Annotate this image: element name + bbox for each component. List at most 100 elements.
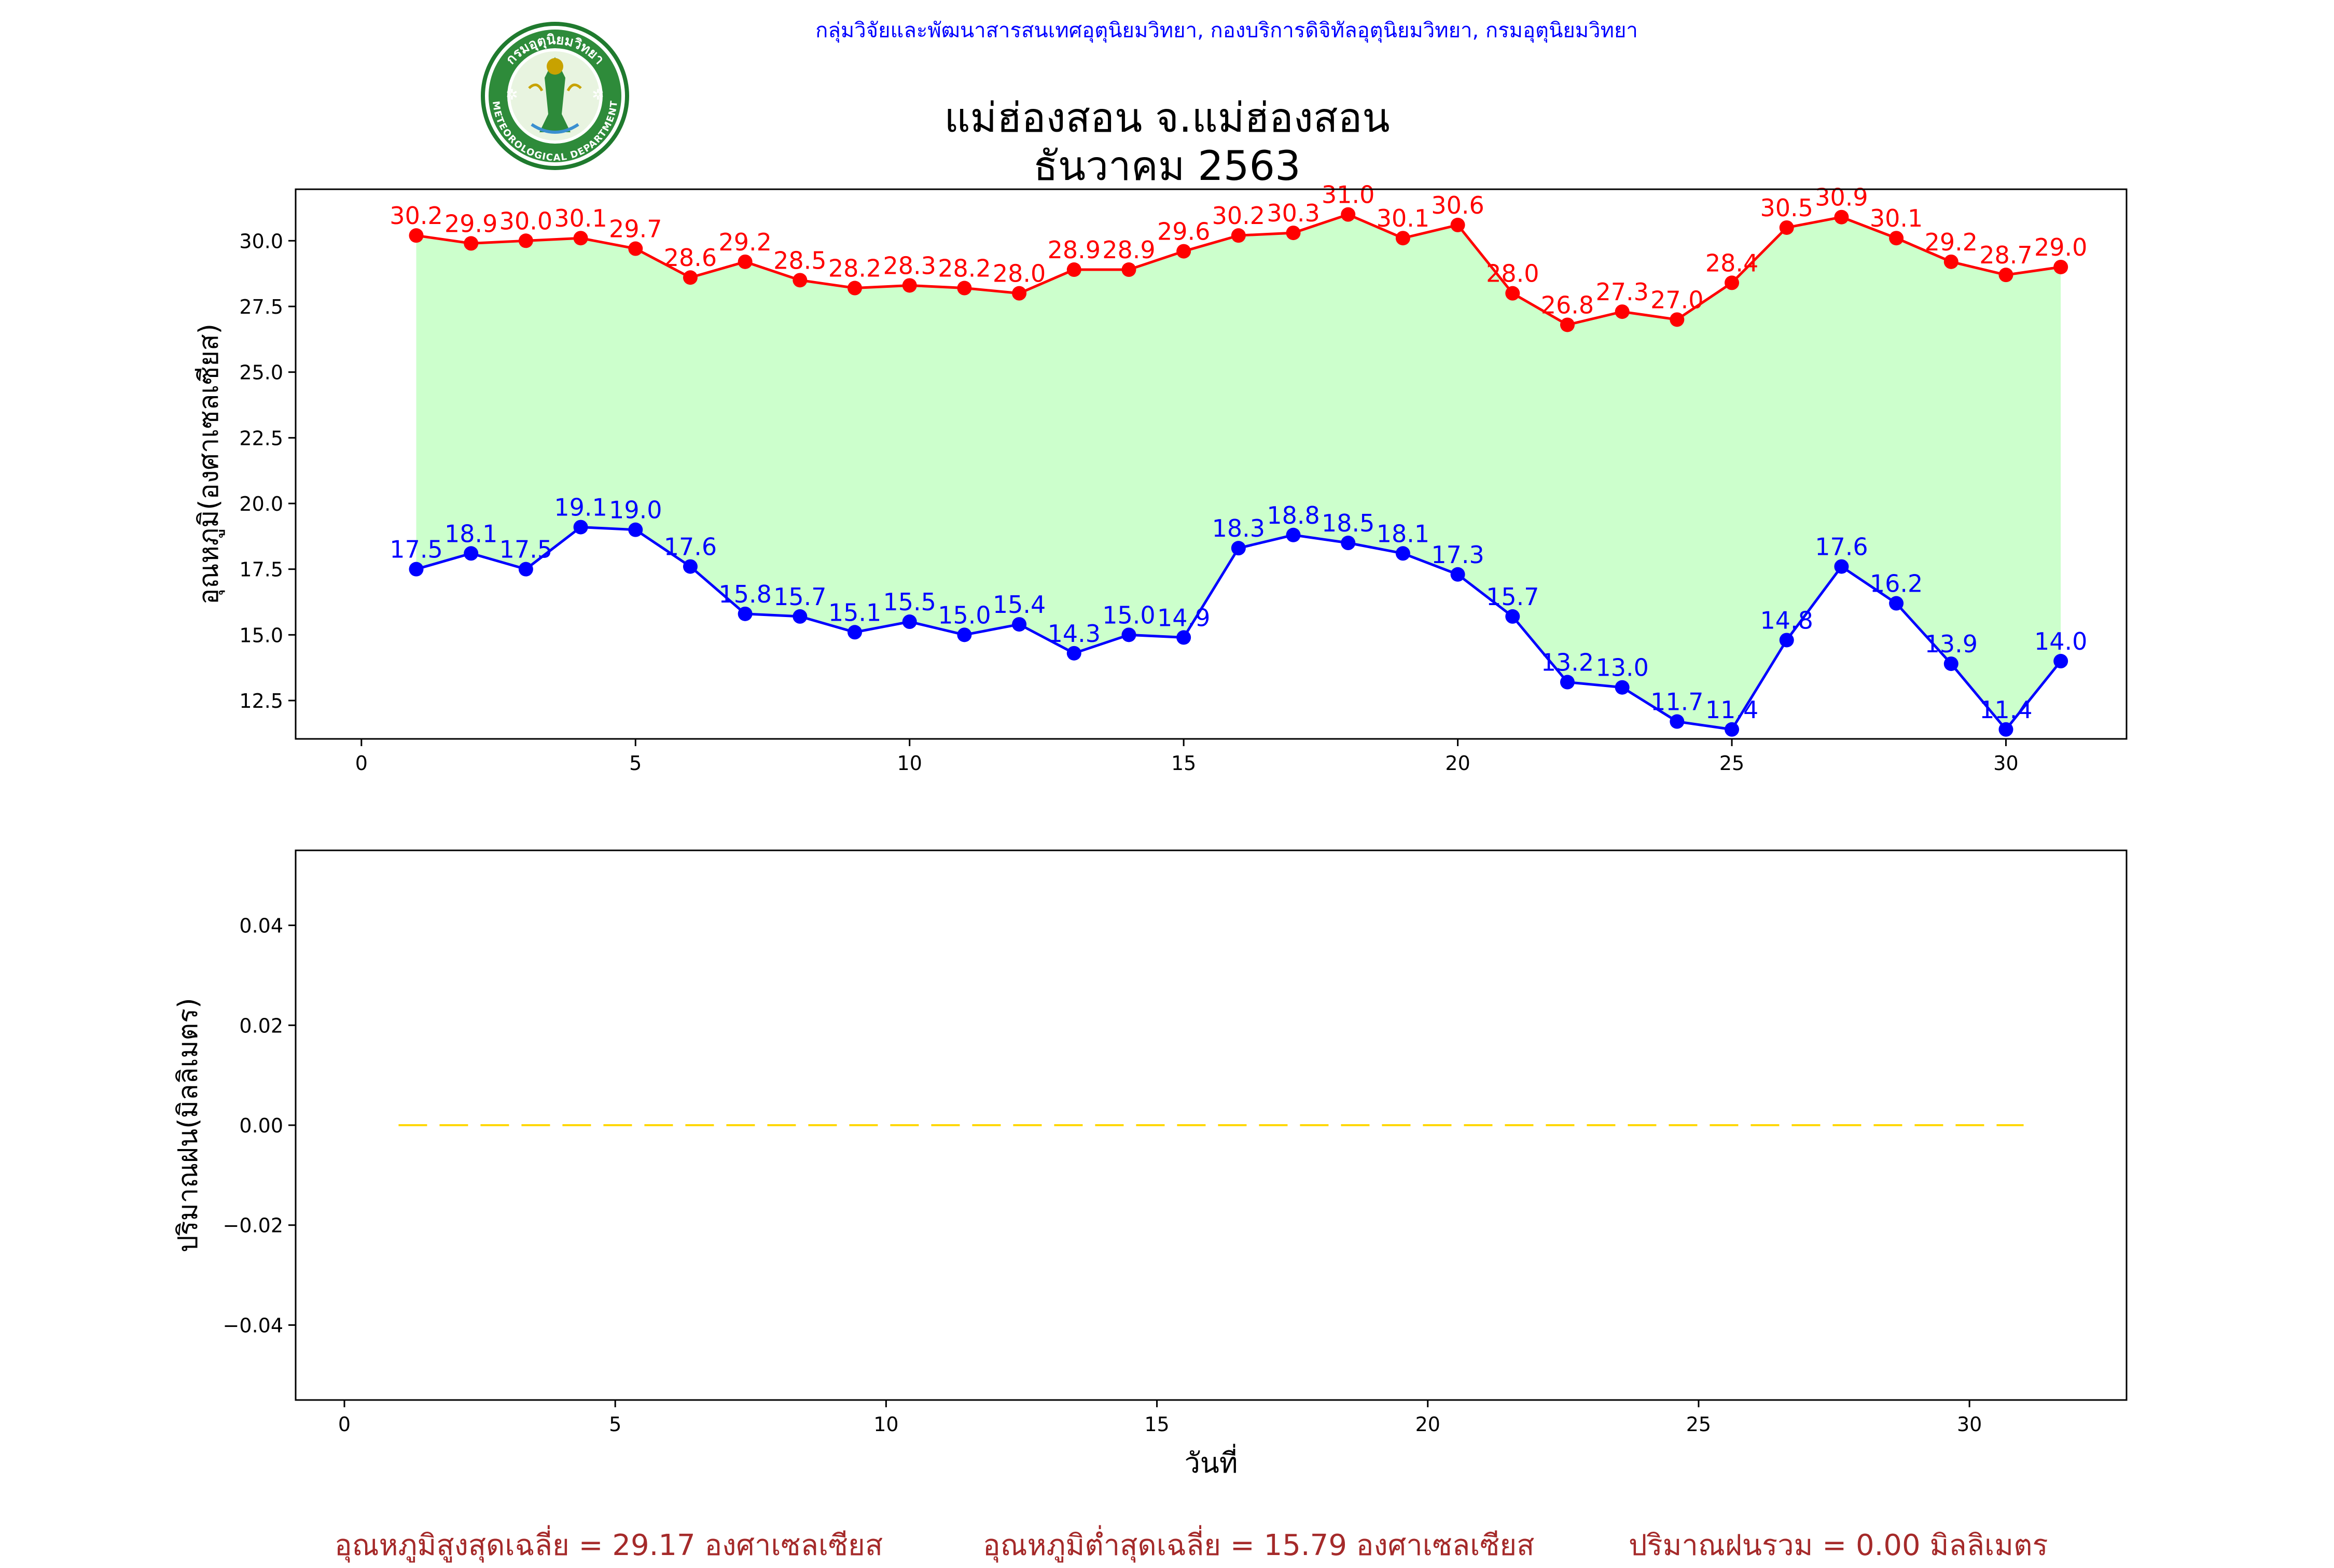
min-point (1012, 617, 1027, 632)
y-tick-label: −0.04 (223, 1314, 283, 1337)
max-data-label: 29.2 (718, 228, 771, 256)
x-tick-label: 15 (1171, 752, 1196, 775)
max-data-label: 30.1 (1377, 204, 1429, 232)
max-point (957, 281, 972, 296)
max-data-label: 28.2 (938, 255, 991, 283)
max-data-label: 28.9 (1048, 236, 1101, 264)
max-point (1670, 312, 1685, 327)
y-tick-label: 25.0 (239, 361, 283, 384)
max-point (1395, 231, 1410, 246)
min-point (1725, 722, 1740, 737)
max-data-label: 28.0 (1486, 260, 1539, 288)
min-point (1834, 559, 1849, 574)
min-data-label: 18.8 (1267, 501, 1319, 529)
min-data-label: 15.7 (773, 583, 826, 611)
max-point (683, 270, 698, 285)
x-tick-label: 30 (1957, 1413, 1982, 1436)
min-point (1560, 675, 1575, 690)
x-tick-label: 15 (1144, 1413, 1169, 1436)
max-data-label: 29.0 (2034, 233, 2087, 261)
max-point (1998, 268, 2013, 283)
min-point (1450, 567, 1465, 582)
max-data-label: 30.0 (499, 207, 552, 235)
min-point (1505, 609, 1520, 624)
x-tick-label: 10 (897, 752, 922, 775)
y-tick-label: 30.0 (239, 230, 283, 253)
x-tick-label: 5 (629, 752, 642, 775)
min-point (1395, 546, 1410, 561)
max-point (1615, 304, 1630, 319)
min-point (1121, 627, 1136, 642)
max-data-label: 28.9 (1102, 236, 1155, 264)
y-tick-label: 0.00 (239, 1114, 283, 1137)
station-title: แม่ฮ่องสอน จ.แม่ฮ่องสอน (944, 95, 1390, 142)
min-data-label: 15.0 (938, 601, 991, 629)
max-data-label: 30.9 (1815, 184, 1868, 212)
x-tick-label: 25 (1686, 1413, 1711, 1436)
min-data-label: 17.5 (390, 536, 442, 564)
y-tick-label: 15.0 (239, 624, 283, 647)
min-point (1943, 656, 1958, 671)
y-tick-label: 27.5 (239, 296, 283, 318)
max-point (409, 228, 424, 243)
min-point (683, 559, 698, 574)
x-tick-label: 0 (355, 752, 368, 775)
max-point (1231, 228, 1246, 243)
max-data-label: 30.2 (390, 202, 442, 230)
min-data-label: 11.4 (1705, 696, 1758, 724)
x-axis-label: วันที่ (1185, 1444, 1238, 1479)
min-data-label: 17.3 (1431, 541, 1484, 569)
max-point (518, 233, 533, 248)
max-data-label: 28.7 (1979, 241, 2032, 269)
max-data-label: 27.0 (1650, 286, 1703, 314)
min-data-label: 14.9 (1157, 604, 1210, 632)
min-data-label: 14.0 (2034, 627, 2087, 655)
min-point (1779, 633, 1794, 648)
min-data-label: 17.5 (499, 536, 552, 564)
x-tick-label: 20 (1415, 1413, 1440, 1436)
temperature-panel: 30.2 29.9 30.0 30.1 29.728.629.228.5 28.2 28.3… (193, 181, 2128, 775)
max-data-label: 29.6 (1157, 218, 1210, 246)
min-point (409, 562, 424, 577)
min-point (1889, 596, 1904, 611)
max-data-label: 28.6 (664, 244, 717, 272)
min-data-label: 19.0 (609, 496, 662, 524)
min-point (1286, 527, 1301, 542)
min-data-label: 15.4 (993, 591, 1046, 619)
max-point (1834, 209, 1849, 225)
min-data-label: 13.9 (1925, 630, 1978, 658)
min-point (518, 562, 533, 577)
max-point (848, 281, 863, 296)
max-point (1450, 217, 1465, 232)
min-data-label: 19.1 (554, 494, 607, 522)
min-point (1176, 630, 1191, 645)
plot-frame (295, 188, 2128, 740)
max-data-label: 29.9 (444, 209, 497, 237)
min-point (848, 625, 863, 640)
y-axis-label: ปริมาณฝน(มิลลิเมตร) (173, 998, 204, 1252)
x-tick-label: 5 (609, 1413, 621, 1436)
min-data-label: 14.3 (1048, 620, 1101, 648)
y-tick-label: 22.5 (239, 427, 283, 450)
min-data-label: 15.8 (718, 580, 771, 608)
max-data-label: 28.0 (993, 260, 1046, 288)
max-point (1066, 262, 1081, 277)
max-data-label: 28.3 (883, 251, 936, 279)
max-point (1505, 286, 1520, 301)
max-point (1176, 244, 1191, 259)
min-point (793, 609, 808, 624)
min-point (738, 606, 753, 621)
max-data-label: 27.3 (1595, 278, 1648, 306)
svg-text:✲: ✲ (506, 86, 518, 103)
min-data-label: 15.0 (1102, 601, 1155, 629)
max-data-label: 30.2 (1212, 202, 1265, 230)
max-point (628, 241, 643, 256)
min-point (1066, 646, 1081, 661)
y-axis-label: อุณหภูมิ(องศาเซลเซียส) (193, 324, 225, 605)
max-point (573, 231, 588, 246)
min-point (957, 627, 972, 642)
y-tick-label: 0.04 (239, 915, 283, 937)
y-tick-label: 0.02 (239, 1014, 283, 1037)
max-data-label: 29.2 (1925, 228, 1978, 256)
min-data-label: 17.6 (664, 533, 717, 561)
